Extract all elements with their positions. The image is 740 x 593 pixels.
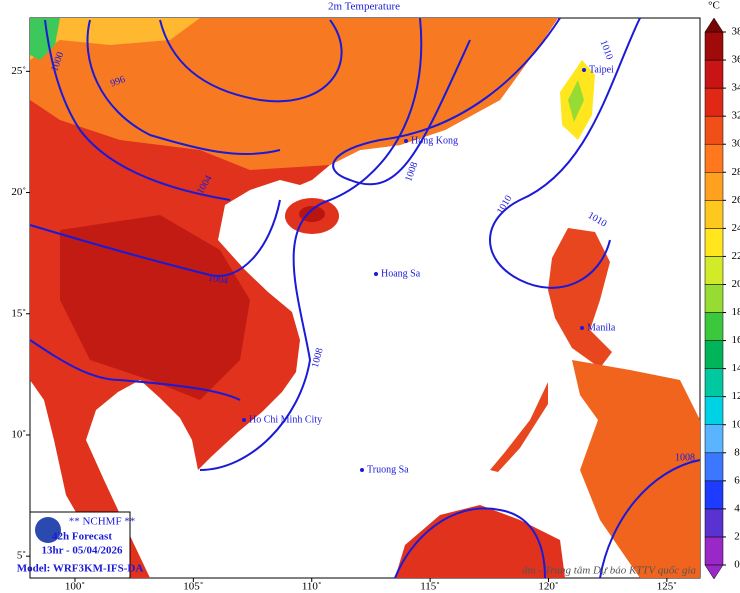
colorbar-segment	[704, 312, 724, 341]
place-marker	[242, 418, 246, 422]
lat-label: 25˚	[11, 65, 26, 77]
credit: âm - Trung tâm Dự báo KTTV quốc gia	[522, 565, 696, 577]
colorbar-segment	[704, 340, 724, 369]
colorbar-label: 28	[732, 166, 740, 178]
isobar-label: 1008	[675, 452, 695, 463]
place-marker	[404, 139, 408, 143]
isobar	[599, 459, 701, 579]
info-forecast: 42h Forecast	[52, 531, 112, 543]
isobar	[489, 17, 641, 289]
colorbar-segment	[704, 87, 724, 117]
visayas-mindanao	[572, 360, 700, 578]
colorbar-label: 8	[734, 446, 740, 458]
colorbar-label: 6	[734, 474, 740, 486]
colorbar-unit: °C	[708, 0, 720, 12]
colorbar-label: 18	[732, 306, 740, 318]
colorbar-label: 12	[732, 390, 740, 402]
colorbar-label: 24	[732, 222, 740, 234]
colorbar-segment	[704, 508, 724, 538]
colorbar-label: 30	[732, 138, 740, 150]
colorbar-label: 2	[734, 530, 740, 542]
colorbar-label: 26	[732, 194, 740, 206]
lat-label: 5˚	[17, 550, 26, 562]
isobar	[394, 507, 546, 579]
place-marker	[374, 272, 378, 276]
colorbar-label: 14	[732, 362, 740, 374]
colorbar-segment	[704, 115, 724, 145]
info-time: 13hr - 05/04/2026	[41, 545, 123, 557]
colorbar-segment	[704, 536, 724, 566]
isobar-label: 996	[109, 74, 127, 89]
title: 2m Temperature	[328, 1, 400, 13]
place-marker	[582, 68, 586, 72]
place-marker	[360, 468, 364, 472]
colorbar-label: 10	[732, 418, 740, 430]
info-box	[29, 511, 131, 579]
isobar-label: 1004	[207, 273, 229, 287]
colorbar-arrow-top	[704, 17, 724, 33]
colorbar-segment	[704, 480, 724, 510]
place-label: Hoang Sa	[381, 268, 421, 279]
isobar	[29, 199, 281, 277]
place-marker	[580, 326, 584, 330]
colorbar-segment	[704, 59, 724, 89]
place-label: Manila	[587, 322, 616, 333]
colorbar-segment	[704, 31, 724, 61]
colorbar-label: 16	[732, 334, 740, 346]
luzon	[548, 228, 612, 368]
colorbar-segment	[704, 172, 724, 201]
isobars	[29, 17, 701, 579]
colorbar-label: 38	[732, 26, 740, 38]
isobar	[86, 19, 281, 155]
mainland	[30, 18, 558, 578]
lon-label: 105˚	[183, 581, 203, 593]
colorbar-label: 32	[732, 110, 740, 122]
colorbar-label: 34	[732, 82, 740, 94]
lat-label: 15˚	[11, 307, 26, 319]
colorbar-segment	[704, 396, 724, 425]
colorbar-segment	[704, 256, 724, 285]
isobar	[332, 17, 561, 186]
colorbar-label: 0	[734, 559, 740, 571]
colorbar-segment	[704, 424, 724, 454]
colorbar-label: 4	[734, 502, 740, 514]
place-label: Truong Sa	[367, 464, 409, 475]
lon-label: 125˚	[657, 581, 677, 593]
lon-label: 120˚	[538, 581, 558, 593]
isobar	[44, 19, 231, 201]
isobar	[159, 19, 343, 103]
colorbar-segment	[704, 452, 724, 482]
lat-label: 10˚	[11, 429, 26, 441]
colorbar-segment	[704, 284, 724, 313]
isobar	[29, 339, 241, 401]
isobar-label: 1008	[310, 347, 326, 369]
lat-label: 20˚	[11, 186, 26, 198]
colorbar-label: 36	[732, 54, 740, 66]
logo	[35, 517, 61, 543]
cool-corner	[30, 18, 60, 60]
info-model: Model: WRF3KM-IFS-DA	[17, 563, 144, 575]
colorbar-arrow-bottom	[704, 564, 724, 580]
colorbar-label: 22	[732, 250, 740, 262]
lon-label: 110˚	[302, 581, 322, 593]
place-label: Taipei	[589, 64, 614, 75]
lon-label: 100˚	[65, 581, 85, 593]
colorbar-segment	[704, 143, 724, 173]
place-label: Hong Kong	[411, 135, 458, 146]
taiwan-highland	[568, 80, 584, 122]
north-warm	[30, 18, 200, 60]
place-label: Ho Chi Minh City	[249, 414, 322, 425]
colorbar-segment	[704, 228, 724, 257]
info-org: ** NCHMF **	[69, 516, 136, 528]
colorbar-label: 20	[732, 278, 740, 290]
colorbar-segment	[704, 200, 724, 229]
colorbar-segment	[704, 368, 724, 397]
lon-label: 115˚	[420, 581, 440, 593]
isobar	[199, 17, 423, 471]
hot-interior	[60, 215, 250, 400]
